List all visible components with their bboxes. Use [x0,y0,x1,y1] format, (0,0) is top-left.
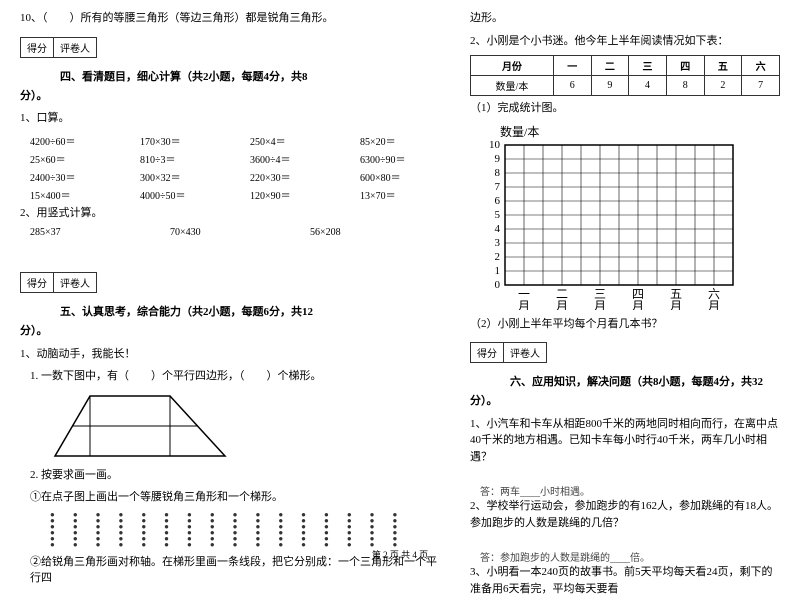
q10: 10、（ ）所有的等腰三角形（等边三角形）都是锐角三角形。 [20,10,440,27]
svg-text:9: 9 [495,153,501,165]
k2: 2、用竖式计算。 [20,205,440,222]
chart-svg: 109876543210一月二月三月四月五月六月 [480,140,750,310]
t1: 1、动脑动手，我能长！ [20,346,440,363]
svg-text:6: 6 [495,195,501,207]
fen: 分）。 [20,88,440,105]
data-table: 月份 一 二 三 四 五 六 数量/本 6 9 4 8 2 7 [470,55,780,96]
svg-text:8: 8 [495,167,501,179]
section4-title: 四、看清题目，细心计算（共2小题，每题4分，共8 [60,68,440,84]
calc2-row: 285×37 70×430 56×208 [30,227,440,238]
calc-row: 4200÷60＝170×30＝250×4＝85×20＝ [30,133,440,148]
svg-text:2: 2 [495,251,501,263]
t2: 2. 按要求画一画。 [30,467,440,484]
grader-label: 评卷人 [54,38,96,57]
svg-text:3: 3 [495,237,501,249]
svg-text:月: 月 [518,299,530,310]
p1ans: 答：两车____小时相遇。 [480,483,780,498]
dot-grid: ● ● ● ● ● ● ● ● ● ● ● ● ● ● ● ● ● ● ● ● … [50,512,440,548]
svg-text:5: 5 [495,209,501,221]
p3: 3、小明看一本240页的故事书。前5天平均每天看24页，剩下的准备用6天看完，平… [470,564,780,597]
p2: 2、学校举行运动会，参加跑步的有162人，参加跳绳的有18人。参加跑步的人数是跳… [470,498,780,531]
p1: 1、小汽车和卡车从相距800千米的两地同时相向而行，在离中点40千米的地方相遇。… [470,416,780,466]
bar-chart: 数量/本 109876543210一月二月三月四月五月六月 [480,123,750,310]
t1a: 1. 一数下图中，有（ ）个平行四边形，（ ）个梯形。 [30,368,440,385]
svg-text:1: 1 [495,265,501,277]
score-label: 得分 [21,38,54,57]
score-box2: 得分 评卷人 [20,272,97,293]
svg-text:月: 月 [632,299,644,310]
section6-title: 六、应用知识，解决问题（共8小题，每题4分，共32 [510,373,780,389]
t2a: ①在点子图上画出一个等腰锐角三角形和一个梯形。 [30,489,440,506]
svg-text:0: 0 [495,279,501,291]
svg-text:10: 10 [489,140,501,151]
svg-text:月: 月 [556,299,568,310]
chart-ylabel: 数量/本 [500,123,750,140]
bianxing: 边形。 [470,10,780,27]
right-column: 边形。 2、小刚是个小书迷。他今年上半年阅读情况如下表： 月份 一 二 三 四 … [470,10,780,545]
trapezoid-figure [50,391,230,461]
q2: 2、小刚是个小书迷。他今年上半年阅读情况如下表： [470,33,780,50]
page-footer: 第 2 页 共 4 页 [0,548,800,561]
score-box: 得分 评卷人 [20,37,97,58]
t-q2: （2）小刚上半年平均每个月看几本书？ [470,316,780,333]
score-box3: 得分 评卷人 [470,342,547,363]
svg-text:7: 7 [495,181,501,193]
section5-title: 五、认真思考，综合能力（共2小题，每题6分，共12 [60,303,440,319]
svg-text:4: 4 [495,223,501,235]
k1: 1、口算。 [20,110,440,127]
left-column: 10、（ ）所有的等腰三角形（等边三角形）都是锐角三角形。 得分 评卷人 四、看… [20,10,440,545]
svg-text:月: 月 [670,299,682,310]
svg-text:月: 月 [708,299,720,310]
t-done: （1）完成统计图。 [470,100,780,117]
svg-text:月: 月 [594,299,606,310]
